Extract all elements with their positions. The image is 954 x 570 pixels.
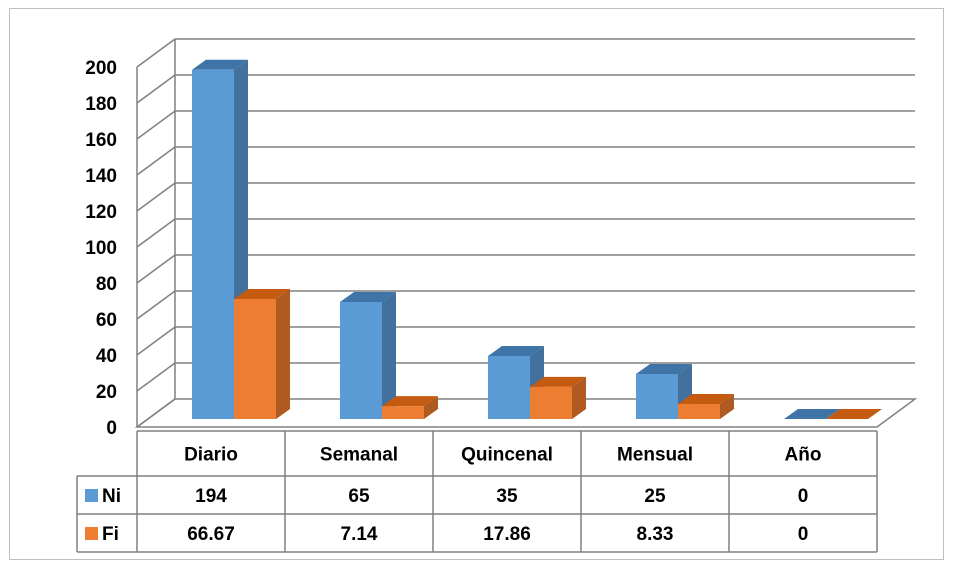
y-tick-label: 60 [96, 310, 117, 331]
y-tick-label: 200 [85, 58, 117, 79]
wall-tick-line [136, 326, 176, 356]
bar-top [234, 288, 290, 299]
bar-front [192, 69, 234, 420]
category-label: Año [785, 445, 822, 466]
y-tick-label: 20 [96, 382, 117, 403]
wall-tick-line [136, 146, 176, 176]
gridlines [134, 38, 918, 428]
wall-tick-line [136, 110, 176, 140]
y-axis: 0 20 40 60 80 100 120 140 160 180 200 [85, 58, 117, 439]
y-tick-label: 40 [96, 346, 117, 367]
bar-fi-quincenal [530, 376, 586, 419]
bar-fi-semanal [382, 396, 438, 419]
table-cell-fi: 7.14 [341, 524, 378, 545]
bar-front [530, 386, 572, 419]
y-tick-label: 100 [85, 238, 117, 259]
legend-key-fi [85, 527, 98, 540]
table-cell-fi: 0 [798, 524, 809, 545]
bar-ni-semanal [340, 292, 396, 419]
table-cell-ni: 194 [195, 486, 227, 507]
bar-front [234, 298, 276, 419]
bar-side [276, 288, 290, 419]
bar-side [424, 396, 438, 419]
bar-side [382, 292, 396, 419]
y-tick-label: 120 [85, 202, 117, 223]
data-table: Diario Semanal Quincenal Mensual Año Ni 194 65 3… [76, 430, 878, 553]
table-cell-ni: 0 [798, 486, 809, 507]
legend-key-ni [85, 489, 98, 502]
table-cell-fi: 8.33 [637, 524, 674, 545]
bar-top [636, 364, 692, 374]
y-tick-label: 0 [106, 418, 117, 439]
category-label: Semanal [320, 445, 398, 466]
y-tick-label: 140 [85, 166, 117, 187]
bar-side [720, 394, 734, 419]
bar-fi-año [826, 409, 882, 419]
category-label: Diario [184, 445, 238, 466]
bar-fi-diario [234, 288, 290, 419]
legend-label-fi: Fi [102, 524, 119, 545]
table-cell-ni: 25 [644, 486, 666, 507]
bar-front [636, 374, 678, 419]
bar-side [572, 376, 586, 419]
bar-top [340, 292, 396, 302]
bar-fi-mensual [678, 394, 734, 419]
wall-tick-line [136, 182, 176, 212]
wall-tick-line [136, 218, 176, 248]
bar-top [382, 396, 438, 407]
bar-top [530, 376, 586, 387]
bar-front [678, 404, 720, 419]
wall-tick-line [136, 362, 176, 392]
bar-front [488, 356, 530, 419]
bar-ni-año [784, 409, 840, 419]
bar-top [678, 394, 734, 405]
bar-top [192, 59, 248, 70]
wall-tick-line [136, 290, 176, 320]
table-cell-ni: 35 [496, 486, 518, 507]
category-label: Mensual [617, 445, 693, 466]
legend-label-ni: Ni [102, 486, 121, 507]
table-cell-ni: 65 [348, 486, 370, 507]
table-cell-fi: 17.86 [483, 524, 531, 545]
bar-front [382, 406, 424, 419]
bar-top [488, 346, 544, 356]
bar-top [826, 409, 882, 419]
bar-ni-diario [192, 59, 248, 420]
chart-frame [9, 8, 944, 560]
y-tick-label: 80 [96, 274, 117, 295]
wall-tick-line [136, 254, 176, 284]
bar-top [784, 409, 840, 419]
table-cell-fi: 66.67 [187, 524, 235, 545]
bar-front [340, 302, 382, 419]
y-tick-label: 160 [85, 130, 117, 151]
bars [192, 59, 882, 420]
wall-tick-line [136, 38, 176, 68]
floor [134, 398, 918, 428]
category-label: Quincenal [461, 445, 553, 466]
wall-tick-line [136, 74, 176, 104]
y-tick-label: 180 [85, 94, 117, 115]
